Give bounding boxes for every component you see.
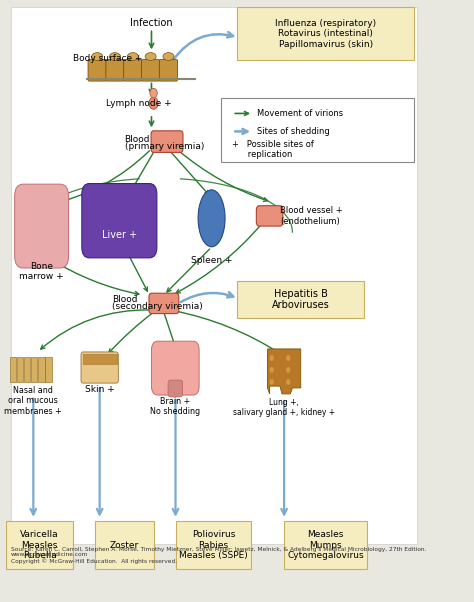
FancyBboxPatch shape (95, 521, 154, 569)
FancyBboxPatch shape (38, 358, 45, 382)
Ellipse shape (163, 52, 174, 60)
Polygon shape (267, 349, 301, 394)
Text: (secondary viremia): (secondary viremia) (112, 302, 203, 311)
FancyBboxPatch shape (168, 380, 182, 397)
FancyBboxPatch shape (221, 99, 414, 162)
Circle shape (270, 367, 274, 373)
Text: Sites of shedding: Sites of shedding (257, 127, 330, 136)
Ellipse shape (149, 98, 158, 109)
Text: Infection: Infection (130, 18, 173, 28)
FancyBboxPatch shape (284, 521, 367, 569)
Ellipse shape (145, 52, 156, 60)
Circle shape (286, 367, 291, 373)
FancyBboxPatch shape (106, 60, 124, 81)
FancyBboxPatch shape (88, 60, 106, 81)
Text: Blood: Blood (125, 135, 150, 144)
FancyBboxPatch shape (31, 358, 37, 382)
Ellipse shape (198, 190, 225, 247)
FancyBboxPatch shape (81, 352, 118, 383)
FancyBboxPatch shape (159, 60, 178, 81)
Ellipse shape (109, 52, 120, 60)
Text: Lymph node +: Lymph node + (106, 99, 172, 108)
FancyBboxPatch shape (17, 358, 23, 382)
FancyBboxPatch shape (10, 358, 16, 382)
Text: Blood vessel +
(endothelium): Blood vessel + (endothelium) (280, 206, 343, 226)
Ellipse shape (91, 52, 103, 60)
FancyBboxPatch shape (15, 184, 69, 268)
FancyBboxPatch shape (10, 7, 417, 544)
Text: Brain +
No shedding: Brain + No shedding (150, 397, 201, 416)
Text: (primary viremia): (primary viremia) (125, 142, 204, 151)
FancyBboxPatch shape (82, 355, 117, 364)
Circle shape (286, 355, 291, 361)
FancyBboxPatch shape (124, 60, 142, 81)
FancyBboxPatch shape (151, 131, 183, 152)
FancyBboxPatch shape (24, 358, 30, 382)
Text: Zoster: Zoster (110, 541, 139, 550)
Text: Bone
marrow +: Bone marrow + (19, 262, 64, 282)
FancyBboxPatch shape (149, 293, 179, 314)
Text: Measles
Mumps
Cytomegalovirus: Measles Mumps Cytomegalovirus (287, 530, 364, 560)
FancyBboxPatch shape (237, 7, 414, 60)
Circle shape (286, 379, 291, 385)
Text: Liver +: Liver + (101, 230, 137, 240)
Circle shape (270, 379, 274, 385)
Text: Nasal and
oral mucous
membranes +: Nasal and oral mucous membranes + (4, 386, 62, 416)
Text: Body surface +: Body surface + (73, 54, 142, 63)
FancyBboxPatch shape (152, 341, 199, 395)
Circle shape (270, 355, 274, 361)
FancyBboxPatch shape (46, 358, 52, 382)
Text: Varicella
Measles
Rubella: Varicella Measles Rubella (20, 530, 59, 560)
Text: Influenza (respiratory)
Rotavirus (intestinal)
Papillomavirus (skin): Influenza (respiratory) Rotavirus (intes… (275, 19, 376, 49)
FancyBboxPatch shape (142, 60, 160, 81)
Text: Skin +: Skin + (85, 385, 115, 394)
FancyBboxPatch shape (176, 521, 251, 569)
FancyBboxPatch shape (82, 184, 157, 258)
Text: Lung +,
salivary gland +, kidney +: Lung +, salivary gland +, kidney + (233, 398, 335, 417)
Text: Poliovirus
Rabies
Measles (SSPE): Poliovirus Rabies Measles (SSPE) (179, 530, 248, 560)
Text: Hepatitis B
Arboviruses: Hepatitis B Arboviruses (272, 289, 329, 310)
Text: +   Possible sites of
      replication: + Possible sites of replication (232, 140, 314, 159)
Text: Source: Karen C. Carroll, Stephen A. Morse, Timothy Mietzner, Steve Miller: Jawe: Source: Karen C. Carroll, Stephen A. Mor… (10, 547, 426, 564)
Text: Movement of virions: Movement of virions (257, 109, 343, 118)
Ellipse shape (150, 88, 157, 98)
Ellipse shape (128, 52, 138, 60)
FancyBboxPatch shape (256, 206, 283, 226)
Text: Blood: Blood (112, 296, 137, 304)
FancyBboxPatch shape (237, 281, 364, 318)
Text: Spleen +: Spleen + (191, 256, 232, 265)
FancyBboxPatch shape (6, 521, 73, 569)
